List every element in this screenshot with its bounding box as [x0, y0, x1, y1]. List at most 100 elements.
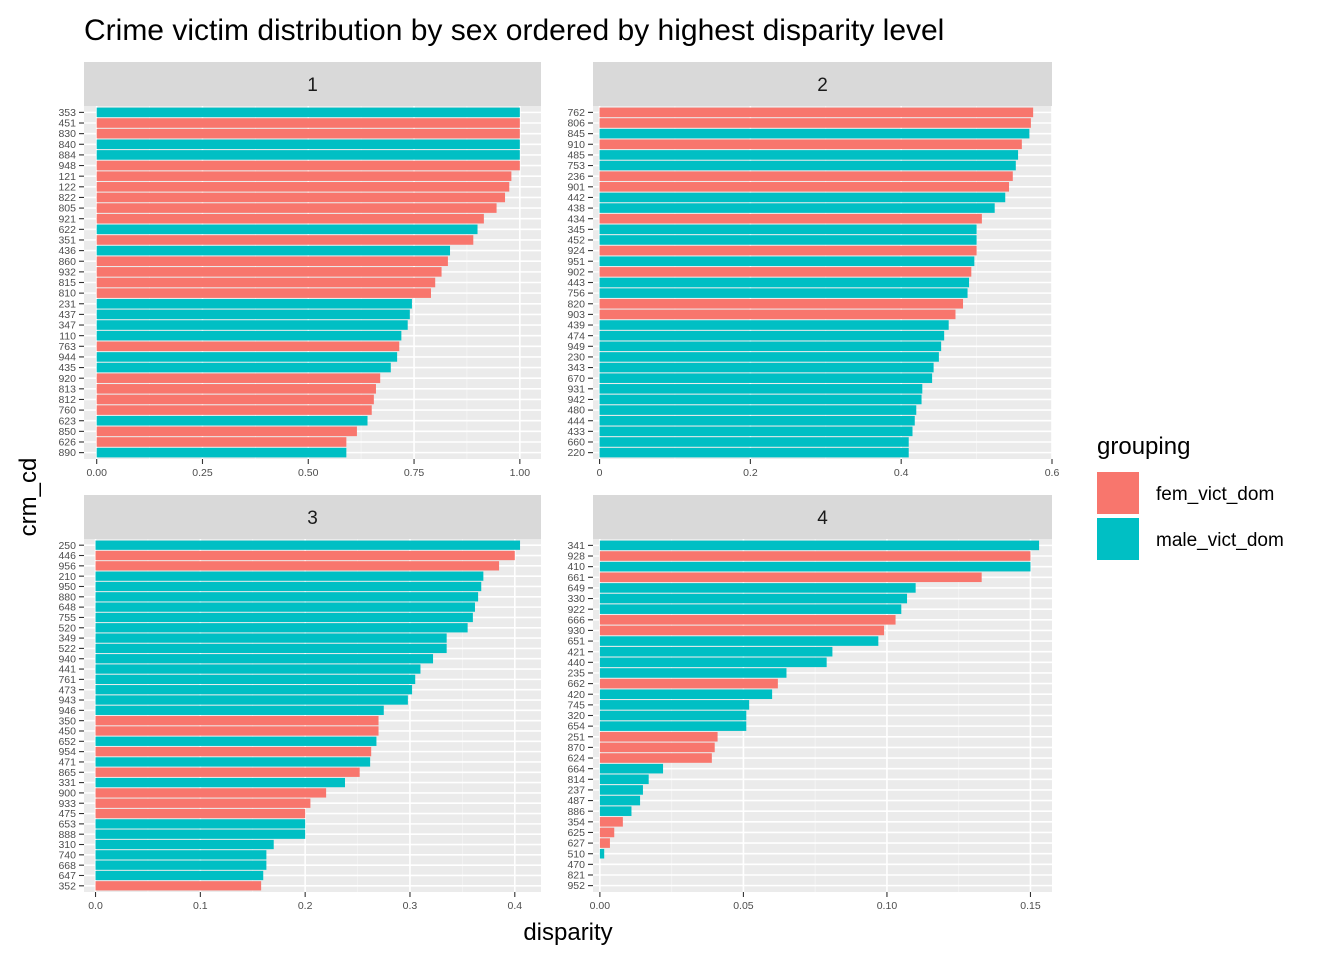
bar: [95, 850, 267, 860]
y-tick-label: 930: [567, 625, 585, 637]
bar: [96, 118, 520, 128]
bar: [599, 447, 909, 458]
y-tick-label: 474: [567, 330, 585, 342]
y-tick-label: 349: [58, 633, 76, 645]
bar: [599, 753, 712, 763]
y-tick-label: 434: [567, 213, 585, 225]
y-tick-label: 354: [567, 816, 585, 828]
bar: [599, 298, 964, 309]
y-tick-label: 928: [567, 551, 585, 563]
facet-strip: [593, 62, 1052, 106]
y-tick-label: 670: [567, 373, 585, 385]
y-tick-label: 331: [58, 777, 76, 789]
x-tick-label: 0.00: [590, 900, 611, 912]
bar: [599, 245, 977, 256]
x-tick-label: 1.00: [510, 467, 531, 479]
y-tick-label: 438: [567, 203, 585, 215]
bar: [599, 213, 982, 224]
facet-panel-3: 3 250446956210950880648755520349522940441…: [58, 495, 541, 912]
legend-title: grouping: [1097, 433, 1190, 460]
bar: [599, 561, 1031, 572]
legend: grouping fem_vict_dom male_vict_dom: [1097, 433, 1284, 560]
bar: [599, 107, 1034, 118]
y-tick-label: 450: [58, 726, 76, 738]
bar: [599, 267, 972, 277]
y-tick-label: 251: [567, 731, 585, 743]
bar: [96, 235, 474, 245]
y-tick-label: 487: [567, 795, 585, 807]
y-tick-label: 821: [567, 870, 585, 882]
y-tick-label: 310: [58, 839, 76, 851]
bar: [599, 373, 933, 383]
bar: [95, 839, 274, 850]
bar: [95, 881, 262, 891]
bar: [96, 107, 520, 118]
bar: [599, 426, 913, 437]
bar: [96, 320, 408, 330]
bar: [96, 160, 520, 171]
bar: [599, 678, 778, 689]
bar: [95, 716, 379, 726]
x-axis-title: disparity: [523, 919, 612, 946]
bar: [95, 695, 408, 705]
y-tick-label: 666: [567, 614, 585, 626]
bar: [95, 685, 413, 695]
bar: [599, 625, 885, 636]
facet-strip: [593, 495, 1052, 539]
bar: [96, 192, 506, 203]
y-tick-label: 903: [567, 309, 585, 321]
bar: [96, 277, 436, 288]
bar: [95, 581, 482, 592]
bar: [599, 341, 942, 352]
bar: [599, 593, 908, 604]
y-tick-label: 810: [58, 288, 76, 300]
bar: [599, 806, 632, 816]
bar: [599, 352, 939, 362]
y-tick-label: 850: [58, 426, 76, 438]
bar: [96, 182, 510, 192]
y-tick-label: 763: [58, 341, 76, 353]
bar: [599, 583, 916, 593]
y-tick-label: 814: [567, 774, 585, 786]
bar: [95, 633, 447, 643]
x-tick-label: 0.10: [877, 900, 898, 912]
y-tick-label: 845: [567, 128, 585, 140]
x-tick-label: 0.4: [894, 467, 909, 479]
y-tick-label: 654: [567, 721, 585, 733]
y-tick-label: 623: [58, 415, 76, 427]
x-tick-label: 0.2: [298, 900, 313, 912]
y-tick-label: 110: [59, 330, 76, 342]
bar: [599, 700, 750, 710]
y-tick-label: 933: [58, 798, 76, 810]
y-tick-label: 890: [58, 447, 76, 459]
bar: [599, 848, 605, 859]
bar: [96, 341, 400, 352]
y-tick-label: 475: [58, 808, 76, 820]
y-tick-label: 210: [58, 571, 76, 583]
y-tick-label: 441: [58, 664, 76, 676]
legend-key-male: [1097, 518, 1139, 560]
bar: [599, 657, 827, 668]
bar: [96, 352, 398, 362]
y-tick-label: 446: [58, 550, 76, 562]
y-tick-label: 880: [58, 591, 76, 603]
y-tick-label: 745: [567, 699, 585, 711]
bar: [95, 777, 345, 788]
y-tick-label: 661: [567, 572, 585, 584]
y-tick-label: 444: [567, 415, 585, 427]
y-tick-label: 932: [58, 266, 76, 278]
bar: [599, 763, 664, 774]
y-tick-label: 870: [567, 742, 585, 754]
y-tick-label: 840: [58, 139, 76, 151]
bar: [599, 288, 968, 298]
bar: [96, 224, 478, 235]
facet-strip-label: 2: [817, 75, 828, 96]
y-tick-label: 435: [58, 362, 76, 374]
facet-strip-label: 3: [307, 508, 318, 529]
y-tick-label: 522: [58, 643, 76, 655]
bar: [95, 592, 479, 602]
bar: [95, 726, 379, 736]
bar: [95, 746, 372, 757]
y-tick-label: 520: [58, 622, 76, 634]
y-tick-label: 647: [58, 870, 76, 882]
